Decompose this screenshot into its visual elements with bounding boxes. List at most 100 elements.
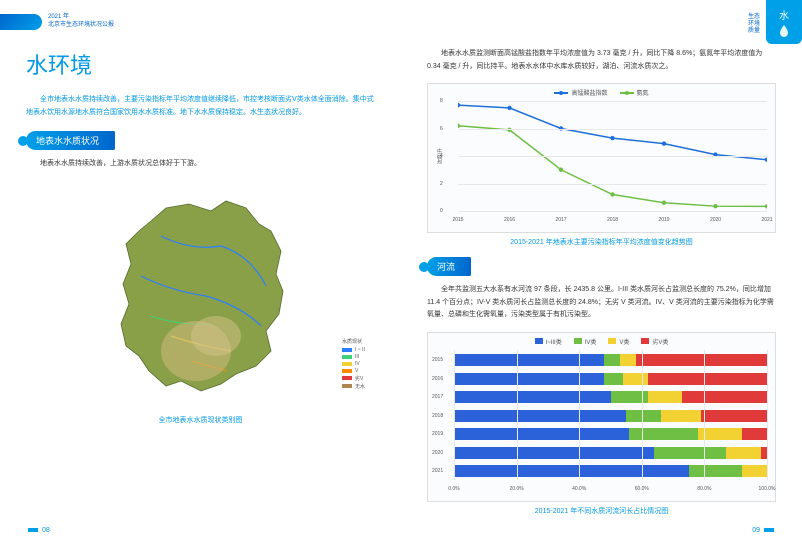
legend-label: IV (355, 361, 360, 367)
legend-label: 劣V类 (652, 337, 668, 346)
stacked-chart-caption: 2015-2021 年不同水质河流河长占比情况图 (427, 506, 776, 516)
legend-item: I~III类 (535, 337, 562, 346)
x-tick: 100.0% (759, 486, 776, 492)
body-text-2: 全年共监测五大水系有水河流 97 条段，长 2435.8 公里。I-III 类水… (427, 284, 776, 322)
legend-swatch (641, 338, 649, 344)
stacked-chart-legend: I~III类IV类V类劣V类 (428, 333, 775, 350)
water-tab: 水 (766, 0, 802, 44)
legend-swatch (535, 338, 543, 344)
section-tag-surface-water: 地表水水质状况 (26, 131, 115, 150)
line-chart: 高锰酸盐指数 氨氮 浓度/升 02468201520162017201820192… (427, 83, 776, 233)
water-drop-icon (777, 24, 791, 38)
bar-segment (454, 373, 604, 385)
legend-item: 高锰酸盐指数 (554, 88, 607, 97)
header-text: 2021 年 北京市生态环境状况公报 (48, 14, 114, 30)
legend-line-icon (554, 92, 568, 94)
y-tick: 8 (440, 98, 443, 104)
map-legend-row: IV (342, 361, 365, 367)
x-tick: 2017 (555, 217, 566, 223)
bar-segment (626, 410, 660, 422)
bar-segment (682, 391, 767, 403)
x-tick: 2019 (658, 217, 669, 223)
bar-year-label: 2015 (432, 357, 443, 363)
y-tick: 0 (440, 208, 443, 214)
x-tick: 60.0% (635, 486, 649, 492)
bar-segment (454, 354, 604, 366)
x-tick: 20.0% (510, 486, 524, 492)
map-legend-row: I ~ II (342, 347, 365, 353)
bar-row (454, 428, 767, 440)
bar-row (454, 465, 767, 477)
bar-segment (701, 410, 767, 422)
map-legend-row: 劣V (342, 375, 365, 382)
side-label: 生态 环境 质量 (748, 14, 760, 36)
x-tick: 2015 (452, 217, 463, 223)
legend-label: V (355, 368, 358, 374)
map-container: 水质现状 I ~ IIIIIIVV劣V无水 (26, 181, 375, 411)
bar-year-label: 2016 (432, 376, 443, 382)
bar-segment (654, 447, 726, 459)
legend-label: 氨氮 (637, 88, 649, 97)
legend-label: 无水 (355, 383, 365, 390)
page-spread: 2021 年 北京市生态环境状况公报 水环境 全市地表水水质持续改善，主要污染指… (0, 0, 802, 544)
bar-segment (742, 465, 767, 477)
y-tick: 6 (440, 126, 443, 132)
bar-row (454, 373, 767, 385)
x-tick: 0.0% (448, 486, 459, 492)
line-chart-area: 浓度/升 024682015201620172018201920202021 (458, 101, 767, 211)
beijing-map (111, 196, 291, 396)
legend-swatch (342, 369, 352, 373)
intro-paragraph: 全市地表水水质持续改善，主要污染指标年平均浓度值继续降低，市控考核断面劣Ⅴ类水体… (26, 94, 375, 119)
legend-label: 高锰酸盐指数 (571, 88, 607, 97)
bar-segment (648, 373, 767, 385)
legend-label: III (355, 354, 359, 360)
right-intro: 地表水水质监测断面高锰酸盐指数年平均浓度值为 3.73 毫克 / 升，同比下降 … (427, 48, 776, 73)
legend-swatch (342, 348, 352, 352)
map-legend-title: 水质现状 (342, 338, 365, 345)
bar-segment (454, 447, 654, 459)
legend-swatch (342, 362, 352, 366)
bar-year-label: 2018 (432, 413, 443, 419)
bar-segment (454, 391, 611, 403)
legend-swatch (342, 355, 352, 359)
map-svg (111, 196, 291, 396)
x-tick: 2020 (710, 217, 721, 223)
header-report: 北京市生态环境状况公报 (48, 22, 114, 30)
x-tick: 80.0% (697, 486, 711, 492)
page-number-right: 09 (752, 527, 776, 534)
section-tag-rivers: 河流 (427, 257, 471, 276)
bar-segment (604, 373, 623, 385)
bar-row (454, 447, 767, 459)
header-right: 生态 环境 质量 水 (748, 0, 802, 44)
bar-segment (689, 465, 742, 477)
bar-segment (648, 391, 682, 403)
y-tick: 4 (440, 153, 443, 159)
stacked-chart-area: 20152016201720182019202020210.0%20.0%40.… (454, 350, 767, 480)
line-chart-legend: 高锰酸盐指数 氨氮 (428, 84, 775, 101)
line-chart-caption: 2015-2021 年地表水主要污染指标年平均浓度值变化趋势图 (427, 237, 776, 247)
bar-segment (726, 447, 760, 459)
legend-label: I ~ II (355, 347, 365, 353)
legend-label: 劣V (355, 375, 363, 382)
bar-segment (623, 373, 648, 385)
bar-segment (629, 428, 698, 440)
page-num-right-value: 09 (752, 527, 760, 534)
x-tick: 2018 (607, 217, 618, 223)
page-title: 水环境 (26, 48, 375, 80)
legend-swatch (574, 338, 582, 344)
bar-year-label: 2019 (432, 431, 443, 437)
x-tick: 2021 (761, 217, 772, 223)
map-legend: 水质现状 I ~ IIIIIIVV劣V无水 (342, 338, 365, 391)
page-num-decor-icon (28, 528, 38, 532)
x-tick: 40.0% (572, 486, 586, 492)
bar-segment (454, 410, 626, 422)
legend-item: IV类 (574, 337, 597, 346)
legend-swatch (342, 376, 352, 380)
bar-year-label: 2020 (432, 450, 443, 456)
bar-segment (454, 428, 629, 440)
map-legend-row: 无水 (342, 383, 365, 390)
legend-label: IV类 (585, 337, 597, 346)
map-caption: 全市地表水水质现状类别图 (26, 415, 375, 425)
legend-swatch (342, 384, 352, 388)
legend-swatch (608, 338, 616, 344)
